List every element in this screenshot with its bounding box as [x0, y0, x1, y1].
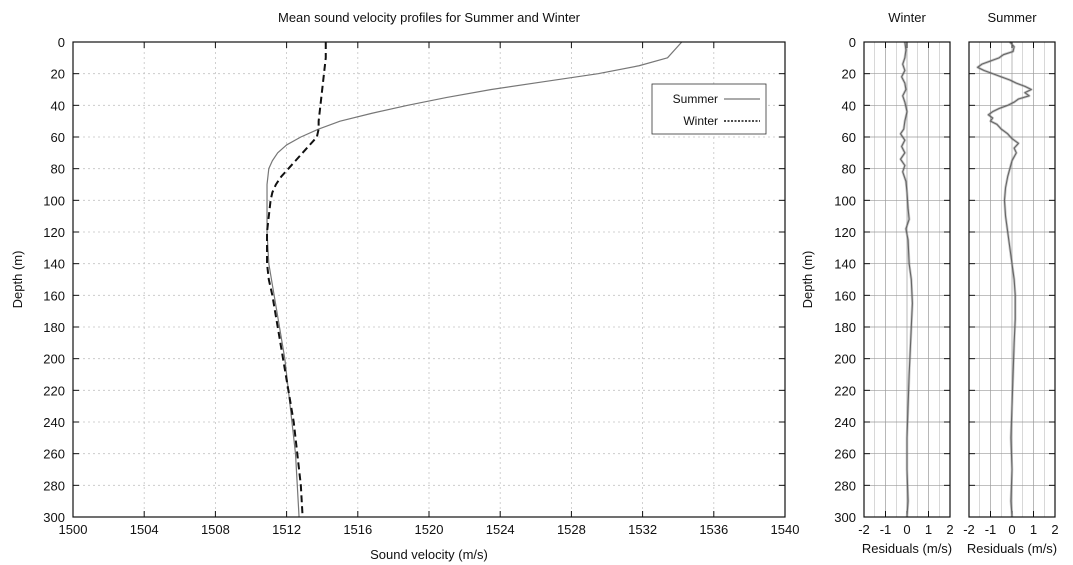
y-tick-label: 280 [43, 478, 65, 493]
x-tick-label: 0 [903, 522, 910, 537]
x-tick-label: 0 [1008, 522, 1015, 537]
x-axis-label: Sound velocity (m/s) [370, 547, 488, 562]
x-tick-label: 1540 [771, 522, 800, 537]
y-tick-label: 220 [834, 383, 856, 398]
x-tick-label: -1 [880, 522, 892, 537]
y-tick-label: 40 [51, 98, 65, 113]
x-tick-label: -1 [985, 522, 997, 537]
y-tick-label: 200 [43, 352, 65, 367]
legend-label-summer: Summer [673, 92, 718, 106]
y-tick-label: 280 [834, 478, 856, 493]
x-tick-label: 1 [925, 522, 932, 537]
y-tick-label: 20 [842, 67, 856, 82]
x-tick-label: 1536 [699, 522, 728, 537]
x-tick-label: 2 [1051, 522, 1058, 537]
chart-title: Summer [987, 10, 1037, 25]
x-tick-label: 1520 [415, 522, 444, 537]
y-tick-label: 140 [43, 257, 65, 272]
x-tick-label: 1 [1030, 522, 1037, 537]
x-tick-label: 1524 [486, 522, 515, 537]
x-tick-label: 1508 [201, 522, 230, 537]
y-tick-label: 80 [51, 162, 65, 177]
chart-title: Winter [888, 10, 926, 25]
x-tick-label: -2 [858, 522, 870, 537]
y-tick-label: 180 [43, 320, 65, 335]
y-tick-label: 160 [834, 288, 856, 303]
y-tick-label: 100 [834, 193, 856, 208]
y-tick-label: 260 [834, 447, 856, 462]
y-tick-label: 120 [43, 225, 65, 240]
y-axis-label: Depth (m) [10, 251, 25, 309]
y-tick-label: 20 [51, 67, 65, 82]
series-line [977, 41, 1032, 518]
series-band [976, 41, 1033, 518]
chart-title: Mean sound velocity profiles for Summer … [278, 10, 581, 25]
y-tick-label: 200 [834, 352, 856, 367]
summer-series-line [266, 41, 683, 518]
x-tick-label: 2 [946, 522, 953, 537]
x-axis-label: Residuals (m/s) [967, 541, 1057, 556]
y-tick-label: 220 [43, 383, 65, 398]
y-tick-label: 240 [834, 415, 856, 430]
x-axis-label: Residuals (m/s) [862, 541, 952, 556]
legend-box [651, 83, 767, 135]
y-tick-label: 0 [58, 35, 65, 50]
y-tick-label: 80 [842, 162, 856, 177]
y-tick-label: 180 [834, 320, 856, 335]
y-tick-label: 60 [51, 130, 65, 145]
y-tick-label: 140 [834, 257, 856, 272]
plot-frame [968, 41, 1056, 518]
x-tick-label: 1500 [59, 522, 88, 537]
plot-frame [863, 41, 951, 518]
series-band [899, 41, 914, 518]
y-tick-label: 160 [43, 288, 65, 303]
y-tick-label: 120 [834, 225, 856, 240]
legend-label-winter: Winter [683, 114, 718, 128]
y-tick-label: 60 [842, 130, 856, 145]
x-tick-label: 1504 [130, 522, 159, 537]
y-tick-label: 300 [43, 510, 65, 525]
x-tick-label: 1512 [272, 522, 301, 537]
y-tick-label: 240 [43, 415, 65, 430]
y-tick-label: 260 [43, 447, 65, 462]
series-line [900, 41, 913, 518]
y-tick-label: 0 [849, 35, 856, 50]
x-tick-label: -2 [963, 522, 975, 537]
y-axis-label: Depth (m) [800, 251, 815, 309]
y-tick-label: 300 [834, 510, 856, 525]
x-tick-label: 1516 [343, 522, 372, 537]
plot-frame [72, 41, 786, 518]
x-tick-label: 1528 [557, 522, 586, 537]
winter-series-line [266, 42, 327, 518]
x-tick-label: 1532 [628, 522, 657, 537]
y-tick-label: 40 [842, 98, 856, 113]
y-tick-label: 100 [43, 193, 65, 208]
